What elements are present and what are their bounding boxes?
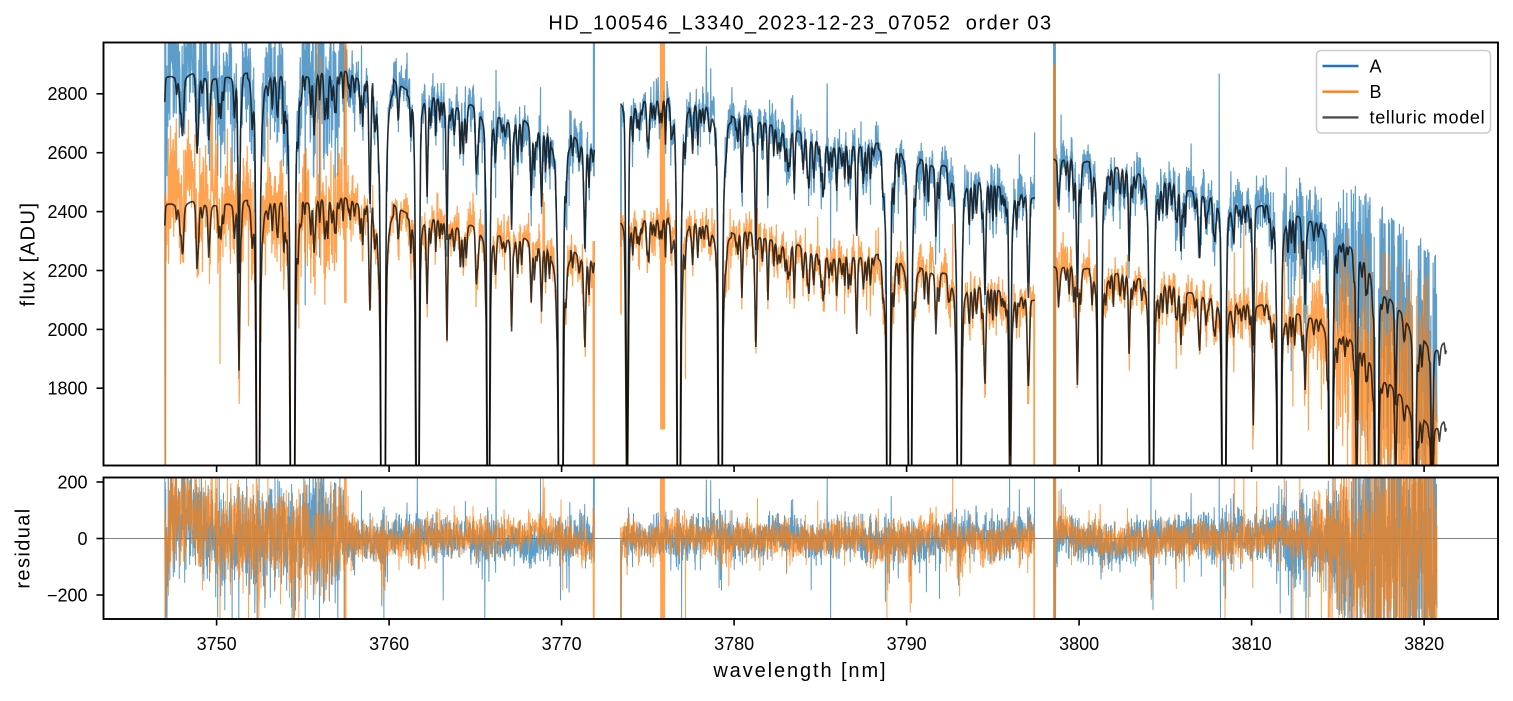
svg-text:A: A xyxy=(1370,56,1383,76)
svg-text:3800: 3800 xyxy=(1059,634,1099,654)
svg-text:B: B xyxy=(1370,82,1383,102)
svg-text:2200: 2200 xyxy=(47,261,87,281)
svg-text:3760: 3760 xyxy=(369,634,409,654)
svg-text:−200: −200 xyxy=(47,585,88,605)
svg-text:2000: 2000 xyxy=(47,320,87,340)
svg-text:3770: 3770 xyxy=(542,634,582,654)
svg-text:telluric model: telluric model xyxy=(1370,108,1486,128)
svg-text:3810: 3810 xyxy=(1232,634,1272,654)
svg-text:3780: 3780 xyxy=(714,634,754,654)
svg-text:0: 0 xyxy=(77,529,87,549)
svg-text:HD_100546_L3340_2023-12-23_070: HD_100546_L3340_2023-12-23_07052 order 0… xyxy=(548,13,1052,35)
svg-text:1800: 1800 xyxy=(47,379,87,399)
svg-text:2600: 2600 xyxy=(47,143,87,163)
svg-text:wavelength [nm]: wavelength [nm] xyxy=(712,660,887,682)
svg-text:200: 200 xyxy=(57,472,87,492)
svg-text:3750: 3750 xyxy=(197,634,237,654)
svg-text:3790: 3790 xyxy=(887,634,927,654)
svg-text:2800: 2800 xyxy=(47,84,87,104)
svg-text:residual: residual xyxy=(13,507,35,588)
svg-text:2400: 2400 xyxy=(47,202,87,222)
svg-text:flux [ADU]: flux [ADU] xyxy=(18,201,40,306)
svg-text:3820: 3820 xyxy=(1404,634,1444,654)
